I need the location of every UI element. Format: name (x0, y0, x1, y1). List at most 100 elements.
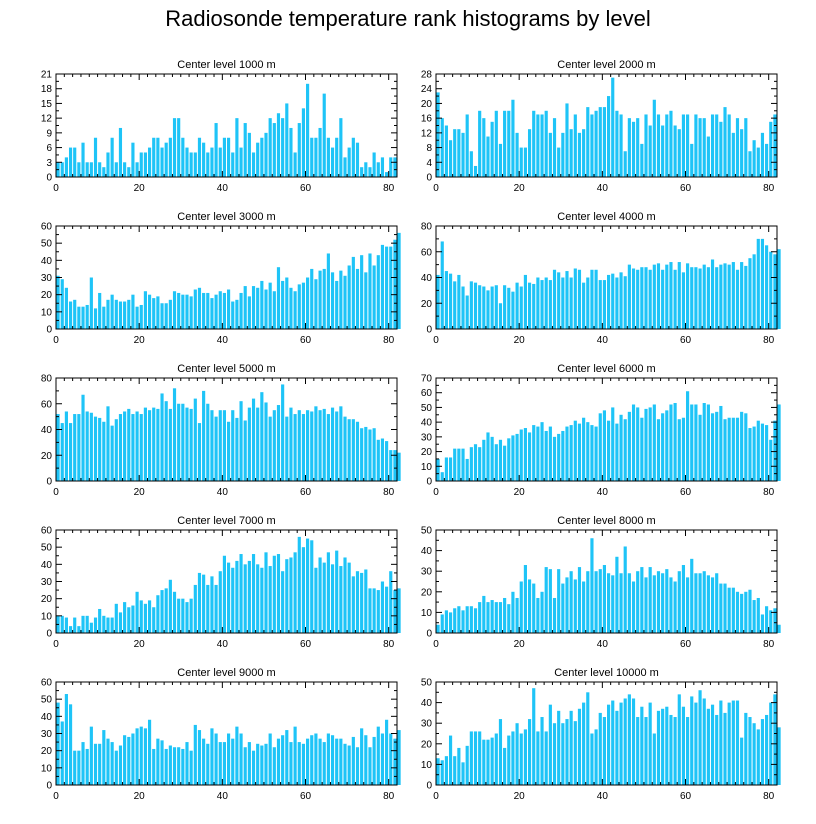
bar (127, 167, 131, 177)
bar (486, 602, 490, 633)
bar (710, 413, 715, 481)
bar (243, 420, 247, 481)
bar (355, 421, 360, 481)
bar (102, 615, 106, 633)
bar (335, 411, 339, 481)
bar (127, 299, 131, 329)
bar (318, 410, 322, 481)
bar (114, 603, 118, 633)
bar (619, 573, 623, 633)
bar (272, 410, 276, 481)
bar (444, 125, 448, 177)
bar (268, 118, 272, 177)
bar (202, 390, 206, 482)
y-tick-label: 28 (421, 70, 433, 81)
y-tick-label: 40 (421, 546, 433, 557)
bar (702, 118, 706, 177)
bar (719, 583, 723, 633)
bar (293, 726, 297, 785)
bar (473, 608, 478, 633)
bar (686, 391, 690, 481)
bar (656, 114, 661, 177)
bar (469, 731, 473, 785)
bar (461, 448, 465, 481)
bar (227, 562, 231, 633)
bar (239, 292, 243, 329)
bar (281, 735, 285, 785)
y-tick-label: 9 (46, 128, 52, 139)
bar (85, 748, 89, 785)
bar (715, 411, 719, 481)
bar (56, 702, 60, 785)
bar (527, 282, 532, 329)
bar (598, 107, 602, 177)
bar (631, 268, 636, 329)
bar (557, 569, 561, 633)
bar (322, 742, 326, 785)
bar (710, 577, 715, 633)
panel-9: Center level 9000 m 0 20 40 60 80 0 10 20 30 40 50 6… (41, 667, 401, 802)
x-tick-label: 80 (763, 487, 775, 498)
bar (590, 114, 594, 177)
bar (611, 700, 615, 785)
bar (289, 557, 293, 633)
bar (740, 737, 744, 785)
bar (686, 577, 690, 633)
panel-4: Center level 4000 m 0 20 40 60 80 0 20 40 60 80 (421, 211, 781, 346)
bar (206, 152, 210, 177)
bar (276, 738, 281, 785)
bar (461, 610, 465, 633)
bar (202, 142, 206, 177)
bar (507, 604, 511, 633)
bar (586, 277, 590, 329)
y-tick-label: 20 (421, 587, 433, 598)
bar (285, 730, 289, 785)
x-tick-label: 20 (134, 487, 146, 498)
bar (694, 114, 698, 177)
bar (98, 292, 102, 329)
panel-title: Center level 8000 m (557, 515, 655, 527)
bar (577, 567, 582, 633)
bar (143, 407, 147, 481)
bar (251, 750, 256, 785)
bar (281, 384, 285, 481)
panel-title: Center level 9000 m (177, 667, 275, 679)
bar (147, 410, 152, 481)
bar (206, 292, 210, 329)
bar (177, 747, 181, 785)
figure-title: Radiosonde temperature rank histograms b… (165, 6, 651, 31)
bar (376, 162, 380, 177)
bar (694, 267, 698, 329)
bar (343, 157, 347, 177)
bar (598, 413, 602, 481)
bar (372, 428, 376, 481)
bar (202, 574, 206, 633)
bar (310, 411, 314, 481)
y-tick-label: 40 (41, 256, 53, 267)
bar (393, 590, 397, 633)
panel-title: Center level 5000 m (177, 363, 275, 375)
x-tick-label: 60 (680, 183, 692, 194)
bar (351, 736, 355, 785)
bar (573, 721, 577, 785)
bar (473, 444, 478, 481)
bar (498, 303, 503, 329)
bar (586, 107, 590, 177)
bar (727, 702, 731, 785)
bar (465, 295, 469, 329)
bar (540, 280, 544, 329)
bar (160, 147, 164, 177)
x-tick-label: 0 (433, 791, 439, 802)
bar (740, 411, 744, 481)
bar (752, 140, 756, 177)
panel-2: Center level 2000 m 0 20 40 60 80 0 4 8 12 16 20 24 2… (421, 59, 778, 194)
bar (73, 617, 77, 633)
bar (214, 123, 218, 177)
bar (698, 118, 702, 177)
bar (339, 118, 343, 177)
y-tick-label: 20 (421, 99, 433, 110)
bar (227, 289, 231, 329)
bar (123, 735, 127, 785)
bar (482, 118, 486, 177)
bar (469, 606, 473, 633)
